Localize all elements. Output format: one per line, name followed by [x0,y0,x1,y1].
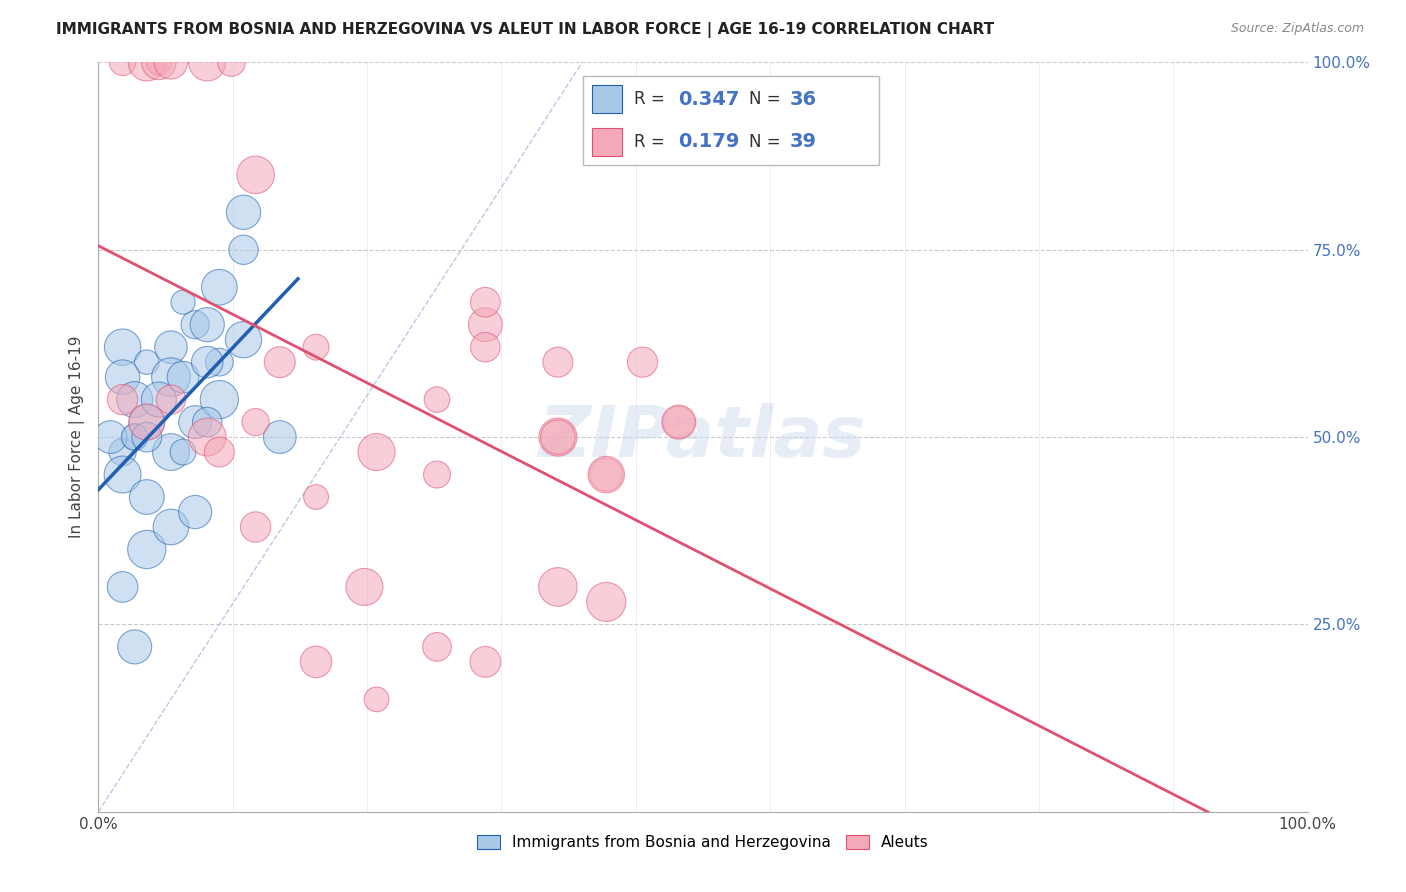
Point [245,520,267,534]
Point [124,430,146,444]
Text: R =: R = [634,133,669,151]
Text: 39: 39 [790,132,817,152]
Point [245,168,267,182]
Point [232,333,254,347]
Point [474,655,496,669]
Point [100,430,122,444]
Point [172,445,194,459]
Text: N =: N = [749,90,786,108]
Point [474,295,496,310]
Point [184,505,207,519]
Point [305,490,328,504]
Point [631,355,654,369]
Point [160,392,183,407]
Point [426,467,449,482]
Point [353,580,375,594]
Point [111,340,134,354]
Point [232,205,254,219]
Point [426,392,449,407]
Point [148,55,170,70]
Point [221,55,243,70]
Point [668,415,690,429]
Point [195,355,218,369]
Point [208,445,231,459]
Point [111,467,134,482]
Legend: Immigrants from Bosnia and Herzegovina, Aleuts: Immigrants from Bosnia and Herzegovina, … [471,830,935,856]
Point [366,445,388,459]
Point [595,595,617,609]
Point [160,340,183,354]
Point [172,370,194,384]
Point [595,467,617,482]
Point [547,355,569,369]
Point [160,520,183,534]
Point [184,415,207,429]
Point [474,318,496,332]
Text: R =: R = [634,90,669,108]
Point [305,655,328,669]
Point [668,415,690,429]
Point [135,415,157,429]
Text: 36: 36 [790,89,817,109]
Y-axis label: In Labor Force | Age 16-19: In Labor Force | Age 16-19 [69,335,84,539]
Point [124,430,146,444]
Point [547,580,569,594]
Point [547,430,569,444]
Point [195,415,218,429]
Point [111,445,134,459]
Point [595,467,617,482]
Point [208,355,231,369]
Point [135,430,157,444]
Text: N =: N = [749,133,786,151]
Point [148,392,170,407]
Point [474,340,496,354]
Text: IMMIGRANTS FROM BOSNIA AND HERZEGOVINA VS ALEUT IN LABOR FORCE | AGE 16-19 CORRE: IMMIGRANTS FROM BOSNIA AND HERZEGOVINA V… [56,22,994,38]
Bar [592,85,621,113]
Point [124,392,146,407]
Point [135,490,157,504]
Point [111,370,134,384]
Point [172,295,194,310]
Point [232,243,254,257]
Point [245,415,267,429]
Point [135,55,157,70]
Point [366,692,388,706]
Point [195,430,218,444]
Point [111,580,134,594]
Point [160,55,183,70]
Point [135,355,157,369]
Point [160,370,183,384]
Point [269,355,291,369]
FancyBboxPatch shape [583,76,879,165]
Text: 0.347: 0.347 [678,89,740,109]
Point [135,542,157,557]
Point [148,55,170,70]
Point [195,318,218,332]
Point [111,392,134,407]
Point [547,430,569,444]
Point [135,415,157,429]
Text: 0.179: 0.179 [678,132,740,152]
Text: Source: ZipAtlas.com: Source: ZipAtlas.com [1230,22,1364,36]
Point [305,340,328,354]
Point [195,55,218,70]
Point [111,55,134,70]
Point [208,392,231,407]
Point [208,280,231,294]
Point [160,445,183,459]
Point [124,640,146,654]
Point [269,430,291,444]
Text: ZIPatlas: ZIPatlas [540,402,866,472]
Bar [592,128,621,156]
Point [184,318,207,332]
Point [426,640,449,654]
